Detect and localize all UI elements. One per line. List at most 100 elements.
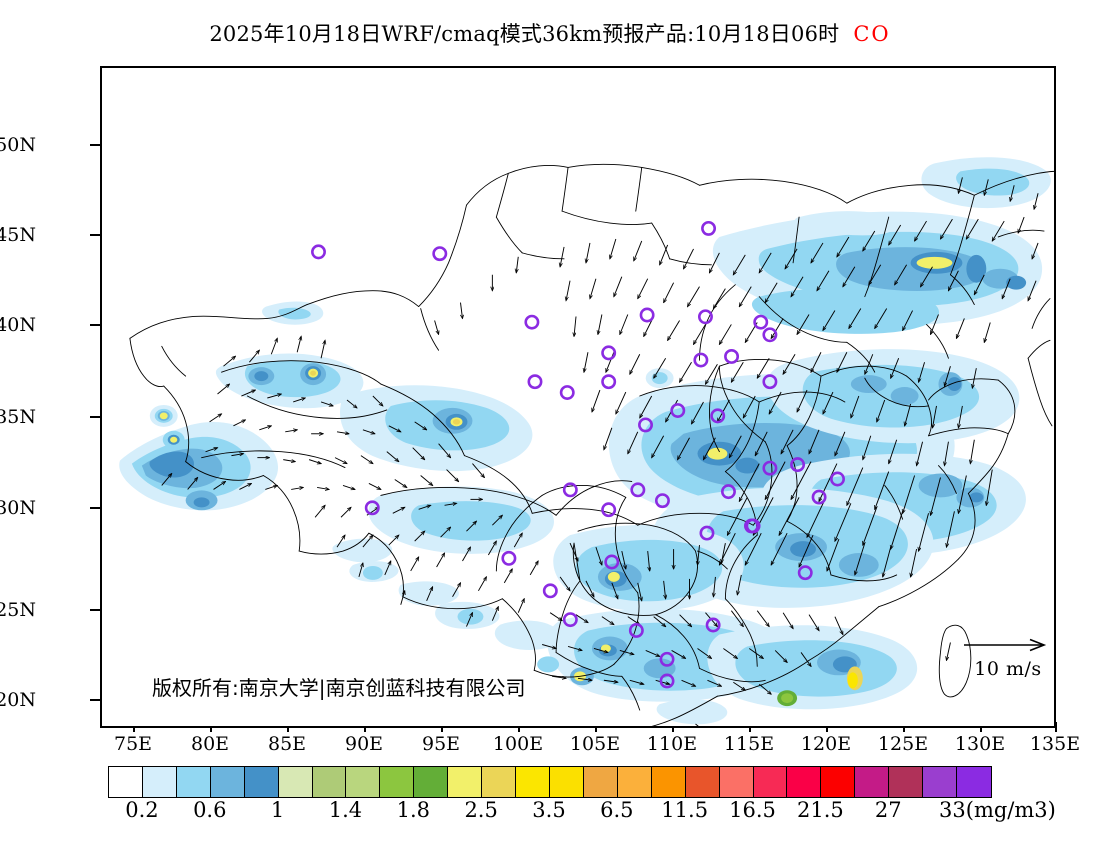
city-marker[interactable] [527,374,543,390]
city-marker[interactable] [638,417,653,433]
city-marker[interactable] [601,374,617,390]
city-marker[interactable] [720,484,736,500]
city-marker[interactable] [559,385,575,400]
colorbar-label-11.5: 11.5 [661,798,709,822]
colorbar-cell-21[interactable] [821,767,856,797]
y-tick-label-25N: 25N [0,599,36,621]
colorbar-label-33: 33(mg/m3) [939,798,1056,822]
city-marker[interactable] [762,374,778,390]
city-marker[interactable] [601,345,617,361]
y-tick-mark-25N [90,609,100,611]
city-marker[interactable] [630,482,646,498]
city-marker[interactable] [562,612,578,628]
colorbar-label-0.2: 0.2 [125,798,159,822]
city-marker[interactable] [762,460,778,476]
copyright-watermark: 版权所有:南京大学|南京创蓝科技有限公司 [152,676,526,700]
colorbar-cell-20[interactable] [787,767,822,797]
city-marker[interactable] [693,352,709,368]
x-tick-mark-135E [1055,722,1057,732]
map-coastlines [129,164,1054,726]
y-tick-label-45N: 45N [0,224,36,246]
map-plot-area[interactable] [100,66,1056,728]
colorbar-label-3.5: 3.5 [532,798,566,822]
colorbar-cell-19[interactable] [753,767,788,797]
city-marker[interactable] [311,244,326,260]
colorbar-cell-13[interactable] [549,767,584,797]
city-marker[interactable] [601,502,617,518]
y-tick-mark-45N [90,234,100,236]
city-marker[interactable] [744,518,759,534]
city-marker[interactable] [628,623,644,638]
city-marker[interactable] [811,489,827,505]
colorbar-cell-5[interactable] [278,767,313,797]
city-marker[interactable] [797,565,813,581]
city-marker[interactable] [604,554,620,570]
colorbar-tick-labels: 0.2 0.6 1 1.4 1.8 2.5 3.5 6.5 11.5 16.5 21.5 27 33(m… [0,798,1100,826]
colorbar-cell-12[interactable] [516,767,550,797]
city-marker[interactable] [659,651,675,667]
y-tick-label-50N: 50N [0,134,36,156]
colorbar-cell-7[interactable] [346,767,381,797]
city-marker[interactable] [697,309,713,325]
city-marker[interactable] [710,408,726,424]
city-marker-layer[interactable] [311,220,845,689]
y-tick-label-30N: 30N [0,497,36,519]
city-marker[interactable] [670,403,686,418]
wind-scale-label: 10 m/s [974,658,1042,680]
x-tick-label-130E: 130E [954,733,1006,755]
x-tick-label-115E: 115E [723,733,775,755]
colorbar-cell-23[interactable] [889,767,924,797]
colorbar-cell-6[interactable] [312,767,347,797]
colorbar-cell-15[interactable] [617,767,652,797]
chart-title-main: 2025年10月18日WRF/cmaq模式36km预报产品:10月18日06时 [209,22,840,46]
city-marker[interactable] [364,500,380,516]
forecast-map[interactable] [102,68,1054,726]
colorbar-label-27: 27 [874,798,902,822]
city-marker[interactable] [705,617,721,633]
colorbar-label-1.8: 1.8 [396,798,430,822]
x-tick-label-125E: 125E [877,733,929,755]
city-marker[interactable] [524,314,540,330]
colorbar-cell-24[interactable] [923,767,958,797]
y-tick-label-20N: 20N [0,689,36,711]
city-marker[interactable] [699,525,715,541]
colorbar-cell-8[interactable] [380,767,415,797]
city-marker[interactable] [830,471,845,487]
colorbar-label-2.5: 2.5 [464,798,498,822]
colorbar-cell-25[interactable] [957,767,991,797]
x-tick-label-95E: 95E [421,733,461,755]
x-tick-label-110E: 110E [646,733,698,755]
colorbar-cell-4[interactable] [244,767,279,797]
city-marker[interactable] [659,673,675,689]
co-concentration-contours [119,157,1051,725]
wind-arrow-icon [964,638,1047,652]
city-marker[interactable] [654,493,670,509]
city-marker[interactable] [753,314,769,330]
city-marker[interactable] [762,327,778,343]
city-marker[interactable] [501,550,517,566]
city-marker[interactable] [542,583,558,599]
colorbar-cell-3[interactable] [210,767,245,797]
y-tick-mark-20N [90,699,100,701]
city-marker[interactable] [701,220,717,236]
colorbar-cell-17[interactable] [685,767,720,797]
colorbar-cell-18[interactable] [719,767,754,797]
x-tick-label-85E: 85E [267,733,307,755]
city-marker[interactable] [432,246,448,262]
colorbar-cell-11[interactable] [482,767,517,797]
colorbar-cell-10[interactable] [448,767,483,797]
colorbar[interactable] [108,766,992,798]
city-marker[interactable] [724,348,740,364]
colorbar-cell-16[interactable] [651,767,686,797]
colorbar-cell-2[interactable] [176,767,211,797]
colorbar-label-16.5: 16.5 [729,798,776,822]
colorbar-cell-22[interactable] [855,767,890,797]
colorbar-cell-14[interactable] [583,767,618,797]
colorbar-cell-0[interactable] [109,767,143,797]
colorbar-cell-9[interactable] [414,767,449,797]
colorbar-label-1: 1 [270,798,285,822]
city-marker[interactable] [639,307,655,323]
city-marker[interactable] [562,482,578,498]
colorbar-cell-1[interactable] [142,767,177,797]
city-marker[interactable] [790,457,806,473]
